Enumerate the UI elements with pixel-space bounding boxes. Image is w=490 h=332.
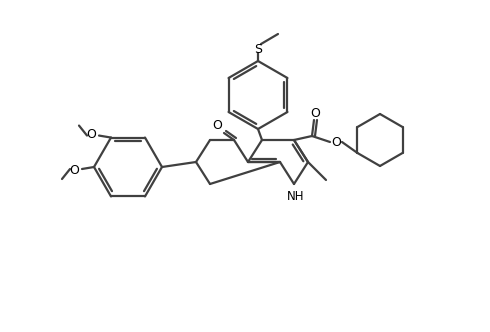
Text: O: O — [331, 135, 341, 148]
Text: NH: NH — [287, 190, 305, 203]
Text: S: S — [254, 42, 262, 55]
Text: O: O — [212, 119, 222, 131]
Text: O: O — [310, 107, 320, 120]
Text: O: O — [86, 128, 96, 141]
Text: O: O — [69, 163, 79, 177]
